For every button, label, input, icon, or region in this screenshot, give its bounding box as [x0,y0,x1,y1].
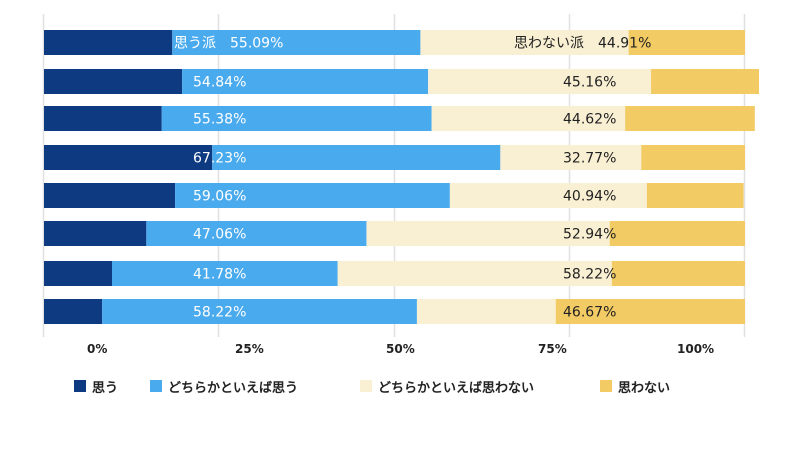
bar-segment [610,221,745,246]
bar-segment [44,183,175,208]
bar-segment [44,69,182,94]
bar-segment [44,106,162,131]
legend-item-omou: 思う [74,377,118,395]
data-label-agree: 55.38% [193,112,246,128]
bar-segment [146,221,366,246]
data-label-agree: 思う派 55.09% [174,36,283,52]
legend-label: どちらかといえば思う [168,377,298,396]
bar-segment [44,261,112,286]
data-label-agree: 41.78% [193,267,246,283]
bar-segment [44,30,172,55]
data-label-agree: 59.06% [193,189,246,205]
bar-segment [651,69,759,94]
x-tick-label: 50% [386,342,415,356]
bar-segment [428,69,651,94]
bar-segment [44,299,102,324]
legend-swatch [360,380,372,392]
bar-segment [647,183,744,208]
data-label-agree: 58.22% [193,305,246,321]
legend-swatch [600,380,612,392]
data-label-disagree: 32.77% [563,151,616,167]
data-label-agree: 67.23% [193,151,246,167]
bar-segment [417,299,556,324]
data-label-disagree: 45.16% [563,75,616,91]
legend-swatch [74,380,86,392]
gridlines [44,14,745,337]
legend-label: 思わない [618,377,670,396]
data-label-disagree: 44.62% [563,112,616,128]
legend-item-dochira-omou: どちらかといえば思う [150,377,298,395]
data-label-disagree: 58.22% [563,267,616,283]
legend-item-omowanai: 思わない [600,377,670,395]
legend-item-dochira-omowanai: どちらかといえば思わない [360,377,534,395]
bars [44,30,759,324]
legend: 思う どちらかといえば思う どちらかといえば思わない 思わない [0,377,790,397]
legend-label: どちらかといえば思わない [378,377,534,396]
bar-segment [212,145,500,170]
x-tick-label: 100% [677,342,714,356]
data-label-agree: 54.84% [193,75,246,91]
x-tick-label: 75% [538,342,567,356]
bar-segment [625,106,755,131]
data-label-disagree: 思わない派 44.91% [514,36,651,52]
bar-segment [44,145,212,170]
bar-segment [450,183,647,208]
data-label-disagree: 40.94% [563,189,616,205]
data-label-disagree: 52.94% [563,227,616,243]
bar-segment [44,221,146,246]
x-tick-label: 0% [87,342,107,356]
bar-segment [612,261,745,286]
bar-segment [641,145,745,170]
legend-label: 思う [92,377,118,396]
data-label-agree: 47.06% [193,227,246,243]
data-label-disagree: 46.67% [563,305,616,321]
bar-segment [102,299,417,324]
x-tick-label: 25% [235,342,264,356]
legend-swatch [150,380,162,392]
